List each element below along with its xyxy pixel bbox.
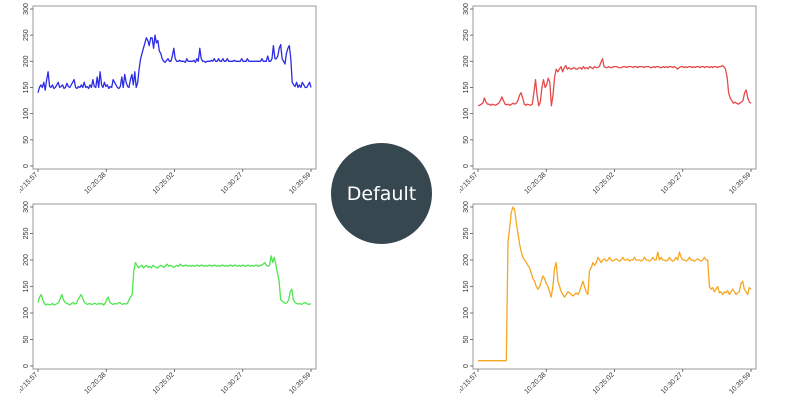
- y-tick-label: 100: [23, 307, 30, 319]
- y-tick-label: 0: [463, 364, 470, 368]
- chart-panel-green: 0 50 100 150 200 250 300 10:15:57 10:20:38 10:25:…: [20, 198, 320, 400]
- x-tick-label: 10:30:27: [220, 371, 244, 395]
- x-tick-label: 10:15:57: [20, 371, 39, 395]
- series-line: [37, 34, 312, 93]
- y-tick-label: 50: [463, 336, 470, 344]
- y-tick-label: 0: [463, 164, 470, 168]
- series-line: [478, 206, 752, 362]
- x-tick-label: 10:20:38: [83, 371, 107, 395]
- y-tick-label: 200: [463, 254, 470, 266]
- x-tick-label: 10:35:59: [288, 371, 312, 395]
- y-tick-label: 300: [463, 201, 470, 213]
- plot-frame: [472, 5, 757, 170]
- x-tick-label: 10:15:57: [460, 371, 479, 395]
- y-tick-label: 100: [463, 108, 470, 120]
- y-tick-label: 150: [23, 82, 30, 94]
- plot-frame: [472, 203, 757, 370]
- series-line: [477, 58, 752, 107]
- y-tick-label: 50: [23, 336, 30, 344]
- y-tick-label: 100: [463, 307, 470, 319]
- x-tick-label: 10:25:02: [592, 171, 616, 195]
- y-tick-label: 250: [463, 29, 470, 41]
- x-tick-label: 10:35:59: [728, 171, 752, 195]
- y-tick-label: 300: [23, 3, 30, 15]
- x-tick-label: 10:35:59: [728, 371, 752, 395]
- x-tick-label: 10:15:57: [460, 171, 479, 195]
- chart-panel-blue: 0 50 100 150 200 250 300 10:15:57 10:20:38 10:25:…: [20, 0, 320, 200]
- x-tick-label: 10:25:02: [152, 171, 176, 195]
- chart-panel-orange: 0 50 100 150 200 250 300 10:15:57 10:20:38 10:25:…: [460, 198, 760, 400]
- y-tick-label: 250: [23, 29, 30, 41]
- x-tick-label: 10:30:27: [660, 371, 684, 395]
- y-tick-label: 100: [23, 108, 30, 120]
- y-tick-label: 250: [463, 228, 470, 240]
- y-tick-label: 0: [23, 164, 30, 168]
- chart-panel-red: 0 50 100 150 200 250 300 10:15:57 10:20:38 10:25:…: [460, 0, 760, 200]
- chart-red: 0 50 100 150 200 250 300 10:15:57 10:20:38 10:25:…: [460, 3, 757, 196]
- y-tick-label: 300: [463, 3, 470, 15]
- x-tick-label: 10:20:38: [523, 371, 547, 395]
- y-tick-label: 200: [23, 55, 30, 67]
- y-tick-label: 150: [463, 281, 470, 293]
- x-tick-label: 10:15:57: [20, 171, 39, 195]
- y-tick-label: 300: [23, 201, 30, 213]
- x-tick-label: 10:20:38: [83, 171, 107, 195]
- x-tick-label: 10:35:59: [288, 171, 312, 195]
- y-tick-label: 200: [463, 55, 470, 67]
- chart-blue: 0 50 100 150 200 250 300 10:15:57 10:20:38 10:25:…: [20, 3, 317, 196]
- series-line: [37, 255, 312, 306]
- y-tick-label: 150: [23, 281, 30, 293]
- x-tick-label: 10:25:02: [152, 371, 176, 395]
- y-tick-label: 50: [463, 136, 470, 144]
- x-tick-label: 10:20:38: [523, 171, 547, 195]
- x-tick-label: 10:30:27: [220, 171, 244, 195]
- plot-frame: [32, 203, 317, 370]
- chart-green: 0 50 100 150 200 250 300 10:15:57 10:20:38 10:25:…: [20, 201, 317, 396]
- x-tick-label: 10:25:02: [592, 371, 616, 395]
- y-tick-label: 200: [23, 254, 30, 266]
- y-tick-label: 50: [23, 136, 30, 144]
- y-tick-label: 0: [23, 364, 30, 368]
- chart-orange: 0 50 100 150 200 250 300 10:15:57 10:20:38 10:25:…: [460, 201, 757, 396]
- default-button[interactable]: Default: [331, 143, 432, 244]
- y-tick-label: 150: [463, 82, 470, 94]
- x-tick-label: 10:30:27: [660, 171, 684, 195]
- y-tick-label: 250: [23, 228, 30, 240]
